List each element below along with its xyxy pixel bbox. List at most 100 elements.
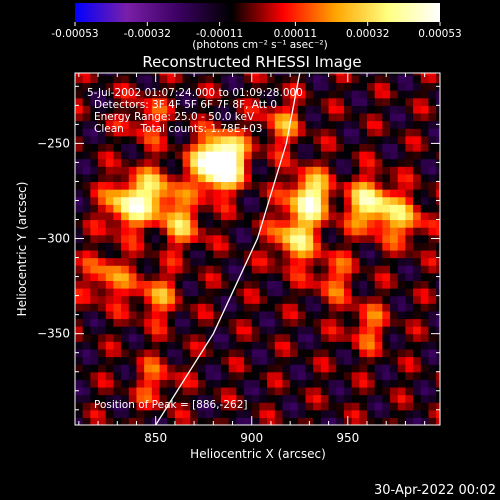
- heatmap-cell: [297, 196, 307, 205]
- heatmap-cell: [420, 105, 430, 114]
- heatmap-cell: [213, 348, 222, 358]
- heatmap-cell: [436, 402, 440, 411]
- y-tick-label: −350: [37, 327, 70, 341]
- heatmap-cell: [221, 234, 230, 243]
- heatmap-cell: [374, 227, 383, 236]
- heatmap-cell: [105, 196, 115, 205]
- heatmap-cell: [428, 82, 437, 91]
- heatmap-cell: [390, 181, 399, 190]
- heatmap-cell: [259, 341, 268, 350]
- heatmap-cell: [236, 417, 245, 425]
- heatmap-cell: [320, 196, 330, 205]
- annotation-peak-position: Position of Peak = [886,-262]: [94, 399, 248, 411]
- heatmap-cell: [128, 227, 138, 236]
- heatmap-cell: [190, 364, 199, 373]
- heatmap-cell: [274, 189, 284, 198]
- heatmap-cell: [128, 181, 138, 190]
- heatmap-cell: [428, 97, 437, 106]
- heatmap-cell: [136, 348, 145, 358]
- heatmap-cell: [221, 181, 230, 190]
- heatmap-cell: [75, 341, 84, 350]
- heatmap-cell: [382, 288, 391, 297]
- heatmap-cell: [90, 364, 99, 373]
- heatmap-cell: [320, 211, 330, 221]
- heatmap-cell: [221, 112, 230, 122]
- heatmap-cell: [228, 242, 237, 251]
- heatmap-cell: [397, 82, 407, 91]
- heatmap-cell: [182, 341, 191, 350]
- heatmap-cell: [236, 120, 245, 129]
- heatmap-cell: [267, 356, 276, 365]
- colorbar-units: (photons cm⁻² s⁻¹ asec⁻²): [192, 39, 327, 51]
- y-axis-label: Heliocentric Y (arcsec): [15, 182, 29, 317]
- heatmap-cell: [282, 272, 291, 281]
- heatmap-cell: [159, 356, 168, 365]
- heatmap-cell: [144, 356, 153, 365]
- heatmap-cell: [267, 211, 276, 221]
- heatmap-cell: [413, 181, 422, 190]
- heatmap-cell: [336, 364, 345, 373]
- heatmap-cell: [121, 211, 130, 221]
- heatmap-cell: [351, 158, 360, 167]
- heatmap-cell: [390, 295, 399, 304]
- heatmap-cell: [174, 120, 184, 129]
- heatmap-cell: [174, 318, 184, 327]
- heatmap-cell: [436, 318, 440, 327]
- heatmap-cell: [336, 326, 345, 335]
- heatmap-cell: [159, 417, 168, 425]
- heatmap-cell: [374, 82, 383, 91]
- heatmap-cell: [336, 128, 345, 137]
- heatmap-cell: [420, 379, 430, 388]
- heatmap-cell: [297, 74, 307, 84]
- heatmap-cell: [405, 310, 414, 320]
- heatmap-cell: [82, 341, 91, 350]
- heatmap-cell: [136, 204, 145, 213]
- heatmap-cell: [174, 227, 184, 236]
- heatmap-cell: [128, 280, 138, 289]
- heatmap-cell: [382, 265, 391, 274]
- heatmap-cell: [367, 128, 376, 137]
- heatmap-cell: [98, 272, 107, 281]
- heatmap-cell: [190, 265, 199, 274]
- heatmap-cell: [359, 189, 368, 198]
- heatmap-cell: [113, 288, 122, 297]
- heatmap-cell: [367, 227, 376, 236]
- heatmap-cell: [144, 97, 153, 106]
- heatmap-cell: [228, 166, 237, 175]
- heatmap-cell: [236, 386, 245, 396]
- heatmap-cell: [382, 97, 391, 106]
- heatmap-cell: [297, 394, 307, 403]
- heatmap-cell: [159, 280, 168, 289]
- heatmap-cell: [320, 120, 330, 129]
- heatmap-cell: [374, 151, 383, 160]
- heatmap-cell: [313, 211, 322, 221]
- heatmap-cell: [313, 333, 322, 342]
- heatmap-cell: [190, 295, 199, 304]
- heatmap-cell: [113, 166, 122, 175]
- heatmap-cell: [113, 333, 122, 342]
- heatmap-cell: [213, 265, 222, 274]
- heatmap-cell: [167, 394, 176, 403]
- heatmap-cell: [205, 73, 214, 76]
- heatmap-cell: [351, 112, 360, 122]
- heatmap-cell: [236, 204, 245, 213]
- heatmap-cell: [367, 288, 376, 297]
- heatmap-cell: [374, 166, 383, 175]
- heatmap-cell: [98, 97, 107, 106]
- heatmap-cell: [167, 379, 176, 388]
- heatmap-cell: [282, 364, 291, 373]
- heatmap-cell: [82, 318, 91, 327]
- heatmap-cell: [390, 394, 399, 403]
- heatmap-cell: [167, 105, 176, 114]
- heatmap-cell: [144, 135, 153, 144]
- heatmap-cell: [221, 341, 230, 350]
- heatmap-cell: [105, 257, 115, 266]
- heatmap-cell: [136, 295, 145, 304]
- heatmap-cell: [98, 371, 107, 380]
- heatmap-cell: [105, 402, 115, 411]
- heatmap-cell: [374, 364, 383, 373]
- heatmap-cell: [282, 371, 291, 380]
- heatmap-cell: [343, 90, 353, 99]
- heatmap-cell: [167, 265, 176, 274]
- heatmap-cell: [121, 371, 130, 380]
